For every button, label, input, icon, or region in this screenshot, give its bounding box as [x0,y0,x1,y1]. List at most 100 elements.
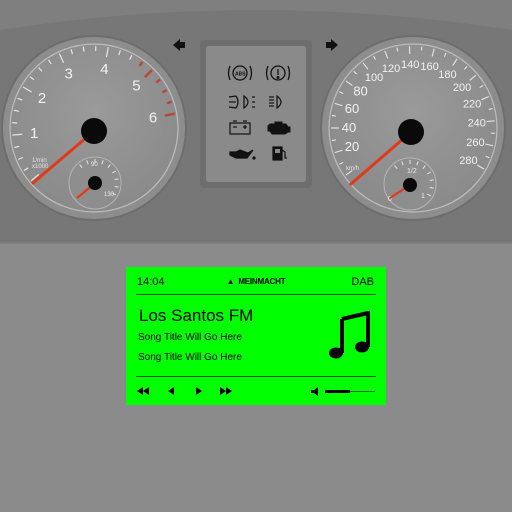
temp-tick [112,192,117,196]
speed-tick [464,65,468,70]
speed-tick [485,143,494,147]
tachometer: 1 2 3 4 56 1/min x1000 90 130 [1,35,187,221]
speed-tick [373,55,376,60]
temp-subgauge: 90 130 [68,156,122,210]
speed-tick [443,52,447,57]
temp-tick [114,185,119,188]
tach-tick [138,61,144,67]
tach-tick [12,133,23,136]
speed-tick [485,155,490,159]
volume-icon[interactable] [310,386,322,397]
fuel-label-half: 1/2 [407,168,417,175]
battery-warning-icon [229,120,251,135]
speed-label: 140 [401,59,419,71]
brand-logo: ▲ MEINMACHT [126,277,386,286]
speed-tick [486,120,495,123]
tach-unit-2: x1000 [32,164,49,170]
tach-tick [82,46,85,52]
tach-tick [29,76,35,81]
fuel-tick [429,179,434,182]
tach-tick [144,69,153,78]
volume-slider-fill[interactable] [325,390,350,393]
volume-slider-track[interactable] [325,391,375,392]
station-name: Los Santos FM [139,306,254,325]
speed-label: 100 [365,72,383,84]
song-title-2: Song Title Will Go Here [138,352,242,363]
previous-icon[interactable] [164,385,178,397]
tach-tick [17,97,23,101]
fuel-tick [427,193,432,197]
tach-tick [155,78,161,84]
tach-tick [166,100,173,105]
speed-tick [384,50,389,59]
right-turn-arrow-icon [326,39,338,51]
speed-needle [349,130,413,186]
speed-tick [362,62,369,70]
tach-tick [105,47,109,58]
fuel-tick [429,186,434,189]
fuel-tick [401,161,404,166]
warning-light-panel: ABS [200,40,312,188]
speed-tick [469,74,477,81]
speed-label: 60 [345,101,359,116]
speed-label: 160 [420,61,438,73]
speed-label: 280 [459,155,477,167]
song-title-1: Song Title Will Go Here [138,332,242,343]
divider [136,294,376,295]
band-indicator[interactable]: DAB [351,276,374,288]
speed-tick [345,80,353,87]
brand-name: MEINMACHT [238,277,286,286]
dashboard-seam [0,240,512,246]
rewind-icon[interactable] [136,385,150,397]
speed-label: 200 [453,82,471,94]
tach-tick [38,67,43,72]
engine-warning-icon [267,121,291,135]
speed-tick [339,91,344,94]
fuel-tick [422,165,426,170]
speed-label: 20 [345,139,359,154]
clock: 14:04 [137,276,165,288]
tach-label: 4 [100,61,108,78]
fuel-level-icon [272,146,287,161]
tach-tick [118,50,121,56]
fuel-label-empty: 0 [388,196,392,203]
speed-tick [431,48,435,57]
fog-light-icon [228,94,255,110]
tach-tick [13,109,19,112]
speed-tick [331,139,336,142]
temp-tick [112,170,117,174]
brand-icon: ▲ [226,277,235,286]
temp-tick [86,160,89,165]
tach-tick [30,173,40,182]
divider [136,376,376,377]
speed-hub [398,119,424,145]
speed-label: 220 [463,99,481,111]
tach-tick [129,54,133,60]
abs-warning-icon: ABS [227,65,253,81]
speed-tick [334,149,343,154]
svg-text:ABS: ABS [235,72,246,78]
temp-tick [101,160,104,165]
tach-tick [18,156,24,160]
temp-label-130: 130 [104,192,115,198]
radio-display: 14:04 ▲ MEINMACHT DAB Los Santos FM Song … [126,267,386,405]
tach-label: 3 [64,66,72,83]
tach-label: 6 [149,110,157,127]
speed-label: 260 [466,137,484,149]
tach-needle [31,129,96,185]
tach-tick [22,86,32,93]
tach-tick [58,53,65,63]
tach-label: 2 [38,90,46,107]
speed-tick [396,47,399,52]
tach-tick [23,167,29,172]
speed-label: 180 [438,69,456,81]
fast-forward-icon[interactable] [219,385,233,397]
speed-label: 120 [382,63,400,75]
temp-label-90: 90 [91,162,98,168]
tach-tick [70,49,74,55]
brake-warning-icon [265,65,291,81]
temp-tick [114,178,119,181]
play-icon[interactable] [192,385,206,397]
